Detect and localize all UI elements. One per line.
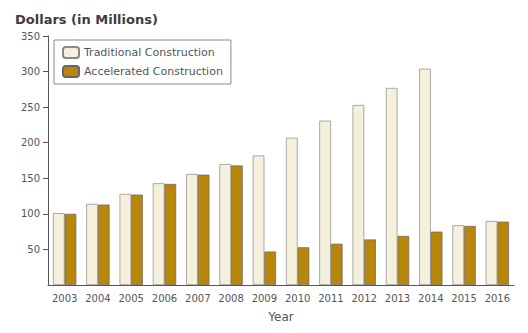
svg-text:2014: 2014	[418, 293, 443, 304]
svg-text:2008: 2008	[218, 293, 243, 304]
svg-text:350: 350	[21, 31, 40, 42]
svg-text:150: 150	[21, 173, 40, 184]
svg-text:2006: 2006	[152, 293, 177, 304]
svg-text:2007: 2007	[185, 293, 210, 304]
svg-text:Year: Year	[267, 310, 293, 324]
svg-text:2013: 2013	[385, 293, 410, 304]
svg-text:2016: 2016	[485, 293, 510, 304]
svg-text:2010: 2010	[285, 293, 310, 304]
svg-text:2012: 2012	[351, 293, 376, 304]
svg-text:250: 250	[21, 102, 40, 113]
svg-text:Dollars (in Millions): Dollars (in Millions)	[15, 12, 158, 27]
svg-text:100: 100	[21, 208, 40, 219]
svg-text:2015: 2015	[451, 293, 476, 304]
svg-text:Accelerated Construction: Accelerated Construction	[84, 65, 223, 78]
svg-text:Traditional Construction: Traditional Construction	[83, 46, 215, 59]
svg-text:2004: 2004	[85, 293, 110, 304]
svg-text:2009: 2009	[252, 293, 277, 304]
svg-text:50: 50	[27, 244, 40, 255]
svg-text:2005: 2005	[118, 293, 143, 304]
svg-text:200: 200	[21, 137, 40, 148]
svg-text:300: 300	[21, 66, 40, 77]
svg-text:2003: 2003	[52, 293, 77, 304]
svg-text:2011: 2011	[318, 293, 343, 304]
